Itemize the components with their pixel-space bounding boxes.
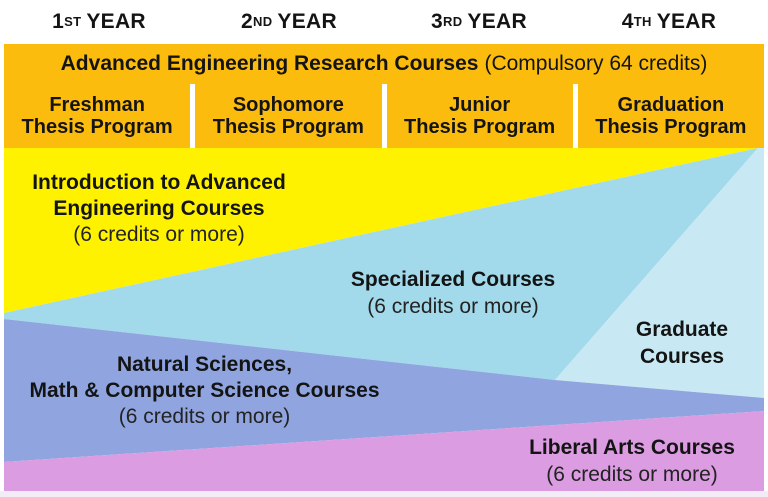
thesis-box-line1: Junior	[449, 94, 511, 116]
thesis-box-line2: Thesis Program	[595, 116, 747, 138]
year-number: 2	[241, 10, 254, 33]
region-credits-note: (6 credits or more)	[367, 295, 539, 318]
research-band-title: Advanced Engineering Research Courses	[60, 52, 479, 75]
thesis-box-sophomore: Sophomore Thesis Program	[195, 84, 382, 148]
year-label-2: 2 ND YEAR	[241, 10, 337, 33]
year-label-3: 3 RD YEAR	[431, 10, 527, 33]
thesis-box-line2: Thesis Program	[404, 116, 556, 138]
thesis-box-line2: Thesis Program	[21, 116, 173, 138]
thesis-box-line2: Thesis Program	[212, 116, 364, 138]
year-label-4: 4 TH YEAR	[621, 10, 717, 33]
region-natural-label: Natural Sciences, Math & Computer Scienc…	[12, 352, 397, 430]
region-title-line: Introduction to Advanced	[32, 171, 286, 194]
bottom-strip	[0, 491, 768, 497]
region-title-line: Engineering Courses	[53, 197, 265, 220]
region-specialized-label: Specialized Courses (6 credits or more)	[303, 266, 603, 320]
thesis-box-graduation: Graduation Thesis Program	[577, 84, 764, 148]
research-band-credits: (Compulsory 64 credits)	[484, 52, 708, 75]
region-graduate-shape	[555, 148, 764, 398]
region-specialized-shape	[4, 148, 758, 380]
region-title-line: Graduate	[635, 318, 729, 341]
thesis-box-line1: Graduation	[617, 94, 725, 116]
thesis-box-line1: Sophomore	[232, 94, 344, 116]
region-title-line: Math & Computer Science Courses	[29, 379, 380, 402]
research-band: Advanced Engineering Research Courses (C…	[4, 44, 764, 84]
region-credits-note: (6 credits or more)	[118, 405, 291, 428]
region-title-line: Specialized Courses	[350, 268, 556, 291]
thesis-box-junior: Junior Thesis Program	[386, 84, 573, 148]
region-title-line: Liberal Arts Courses	[529, 436, 735, 459]
region-title-line: Courses	[639, 345, 725, 368]
year-word: YEAR	[467, 10, 527, 33]
year-number: 3	[431, 10, 444, 33]
year-header-row: 1 ST YEAR 2 ND YEAR 3 RD YEAR 4 TH YEAR	[4, 0, 764, 44]
year-word: YEAR	[656, 10, 717, 33]
region-natural-shape	[4, 319, 764, 462]
course-regions-shapes	[4, 148, 764, 491]
region-credits-note: (6 credits or more)	[73, 223, 245, 246]
region-intro-label: Introduction to Advanced Engineering Cou…	[9, 170, 309, 248]
thesis-program-row: Freshman Thesis Program Sophomore Thesis…	[4, 84, 764, 148]
region-liberal-label: Liberal Arts Courses (6 credits or more)	[478, 434, 768, 488]
region-graduate-label: Graduate Courses	[602, 316, 762, 370]
year-number: 1	[52, 10, 65, 33]
thesis-box-freshman: Freshman Thesis Program	[4, 84, 191, 148]
region-liberal-shape	[4, 411, 764, 491]
year-word: YEAR	[86, 10, 146, 33]
thesis-box-line1: Freshman	[49, 94, 145, 116]
region-title-line: Natural Sciences,	[116, 353, 293, 376]
year-word: YEAR	[277, 10, 337, 33]
course-regions: Introduction to Advanced Engineering Cou…	[4, 148, 764, 491]
year-number: 4	[621, 10, 634, 33]
region-credits-note: (6 credits or more)	[546, 463, 718, 486]
year-label-1: 1 ST YEAR	[52, 10, 146, 33]
